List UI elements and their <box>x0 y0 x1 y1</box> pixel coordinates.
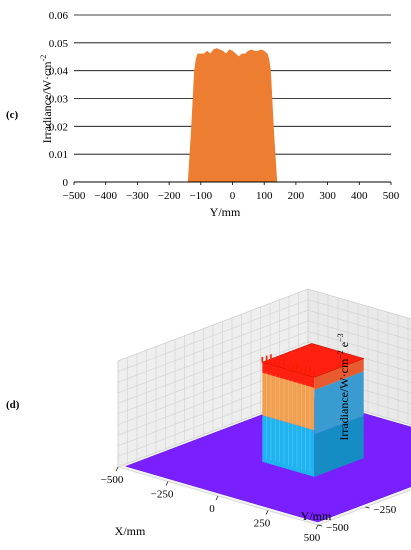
panel-d-gridline <box>117 309 309 383</box>
panel-d-y-tick-label: −250 <box>374 504 397 516</box>
panel-c-y-tick-label: 0.05 <box>49 38 69 50</box>
panel-c-label: (c) <box>6 109 19 121</box>
panel-c-y-tick-label: 0 <box>63 177 69 189</box>
panel-c-y-ticks: 0 0.01 0.02 0.03 0.04 0.05 0.06 <box>49 10 69 189</box>
panel-d-label: (d) <box>6 399 20 411</box>
panel-c-y-tick-label: 0.03 <box>49 94 69 106</box>
panel-d-block-side-low <box>314 415 364 477</box>
panel-c-x-tick-label: 100 <box>256 190 273 202</box>
panel-c-y-axis-label-main: Irradiance/W·cm <box>40 61 54 144</box>
panel-d-x-tick-label: 500 <box>304 532 321 544</box>
panel-d-x-axis-label: X/mm <box>115 524 146 538</box>
panel-c-line-chart: (c) −500 −400 −300 −200 −100 0 100 200 300 400 500… <box>6 10 400 219</box>
panel-d-x-tick-mark <box>265 510 269 515</box>
panel-d-gridline <box>117 299 309 372</box>
panel-c-y-axis-label-sup: -2 <box>39 55 48 62</box>
panel-d-gridline <box>117 320 309 394</box>
panel-d-x-tick-label: 250 <box>254 518 271 530</box>
panel-d-z-axis-label-tail: e <box>337 342 351 347</box>
panel-d-surface-plot: (d) −500−2500250500−500−2500250500012345… <box>6 288 411 544</box>
panel-d-block-front-mid <box>262 372 315 431</box>
panel-c-x-tick-label: 200 <box>288 190 305 202</box>
panel-c-x-tick-label: 400 <box>351 190 368 202</box>
panel-d-x-tick-label: 0 <box>209 503 215 515</box>
panel-d-gridline <box>307 309 411 341</box>
panel-c-y-tick-label: 0.02 <box>49 121 68 133</box>
panel-d-y-tick-mark <box>365 506 370 509</box>
panel-d-block-front-low <box>262 415 315 477</box>
panel-d-z-axis-label-tail-sup: −3 <box>336 333 345 342</box>
panel-d-gridline <box>117 341 309 415</box>
panel-c-x-axis-label: Y/mm <box>210 205 241 219</box>
panel-d-block-side-mid <box>314 371 364 435</box>
panel-d-gridline <box>117 288 309 362</box>
panel-d-y-axis-label: Y/mm <box>301 509 332 523</box>
panel-d-y-tick-label: −500 <box>326 522 349 534</box>
panel-c-x-tick-label: −100 <box>189 190 212 202</box>
panel-c-y-tick-label: 0.06 <box>49 10 69 22</box>
panel-c-y-axis-label: Irradiance/W·cm-2 <box>39 55 54 144</box>
panel-c-x-ticks: −500 −400 −300 −200 −100 0 100 200 300 400 500 <box>63 182 400 202</box>
panel-d-x-tick-mark <box>115 466 119 472</box>
panel-d-x-tick-mark <box>165 481 169 486</box>
panel-c-x-tick-label: −200 <box>158 190 181 202</box>
panel-d-gridline <box>307 331 411 362</box>
panel-d-block-side-high <box>314 358 364 390</box>
panel-c-y-tick-label: 0.01 <box>49 149 68 161</box>
panel-d-gridline <box>307 299 411 330</box>
panel-d-gridline <box>307 320 411 351</box>
panel-c-y-tick-label: 0.04 <box>49 66 69 78</box>
panel-d-irradiance-block <box>261 343 365 477</box>
panel-d-x-tick-mark <box>215 495 219 501</box>
panel-d-x-tick-label: −250 <box>151 489 174 501</box>
panel-d-z-axis-label-main: Irradiance/W·cm <box>337 358 351 441</box>
panel-d-x-tick-label: −500 <box>101 474 124 486</box>
panel-d-y-tick-mark <box>317 524 323 527</box>
panel-c-x-tick-label: −300 <box>126 190 149 202</box>
panel-d-x-tick-mark <box>315 524 319 530</box>
panel-d-gridline <box>307 341 411 373</box>
panel-d-gridline <box>307 288 411 320</box>
panel-d-gridline <box>117 331 309 404</box>
panel-c-x-tick-label: −400 <box>94 190 117 202</box>
panel-d-block-front-high <box>262 362 315 388</box>
panel-c-x-tick-label: 0 <box>230 190 236 202</box>
panel-c-irradiance-area <box>187 48 278 183</box>
panel-c-x-tick-label: −500 <box>63 190 86 202</box>
panel-c-x-tick-label: 300 <box>319 190 336 202</box>
panel-d-z-axis-label-sup: −2 <box>336 350 345 359</box>
panel-d-z-axis-label: Irradiance/W·cm−2 e−3 <box>336 333 351 440</box>
panel-c-x-tick-label: 500 <box>383 190 400 202</box>
